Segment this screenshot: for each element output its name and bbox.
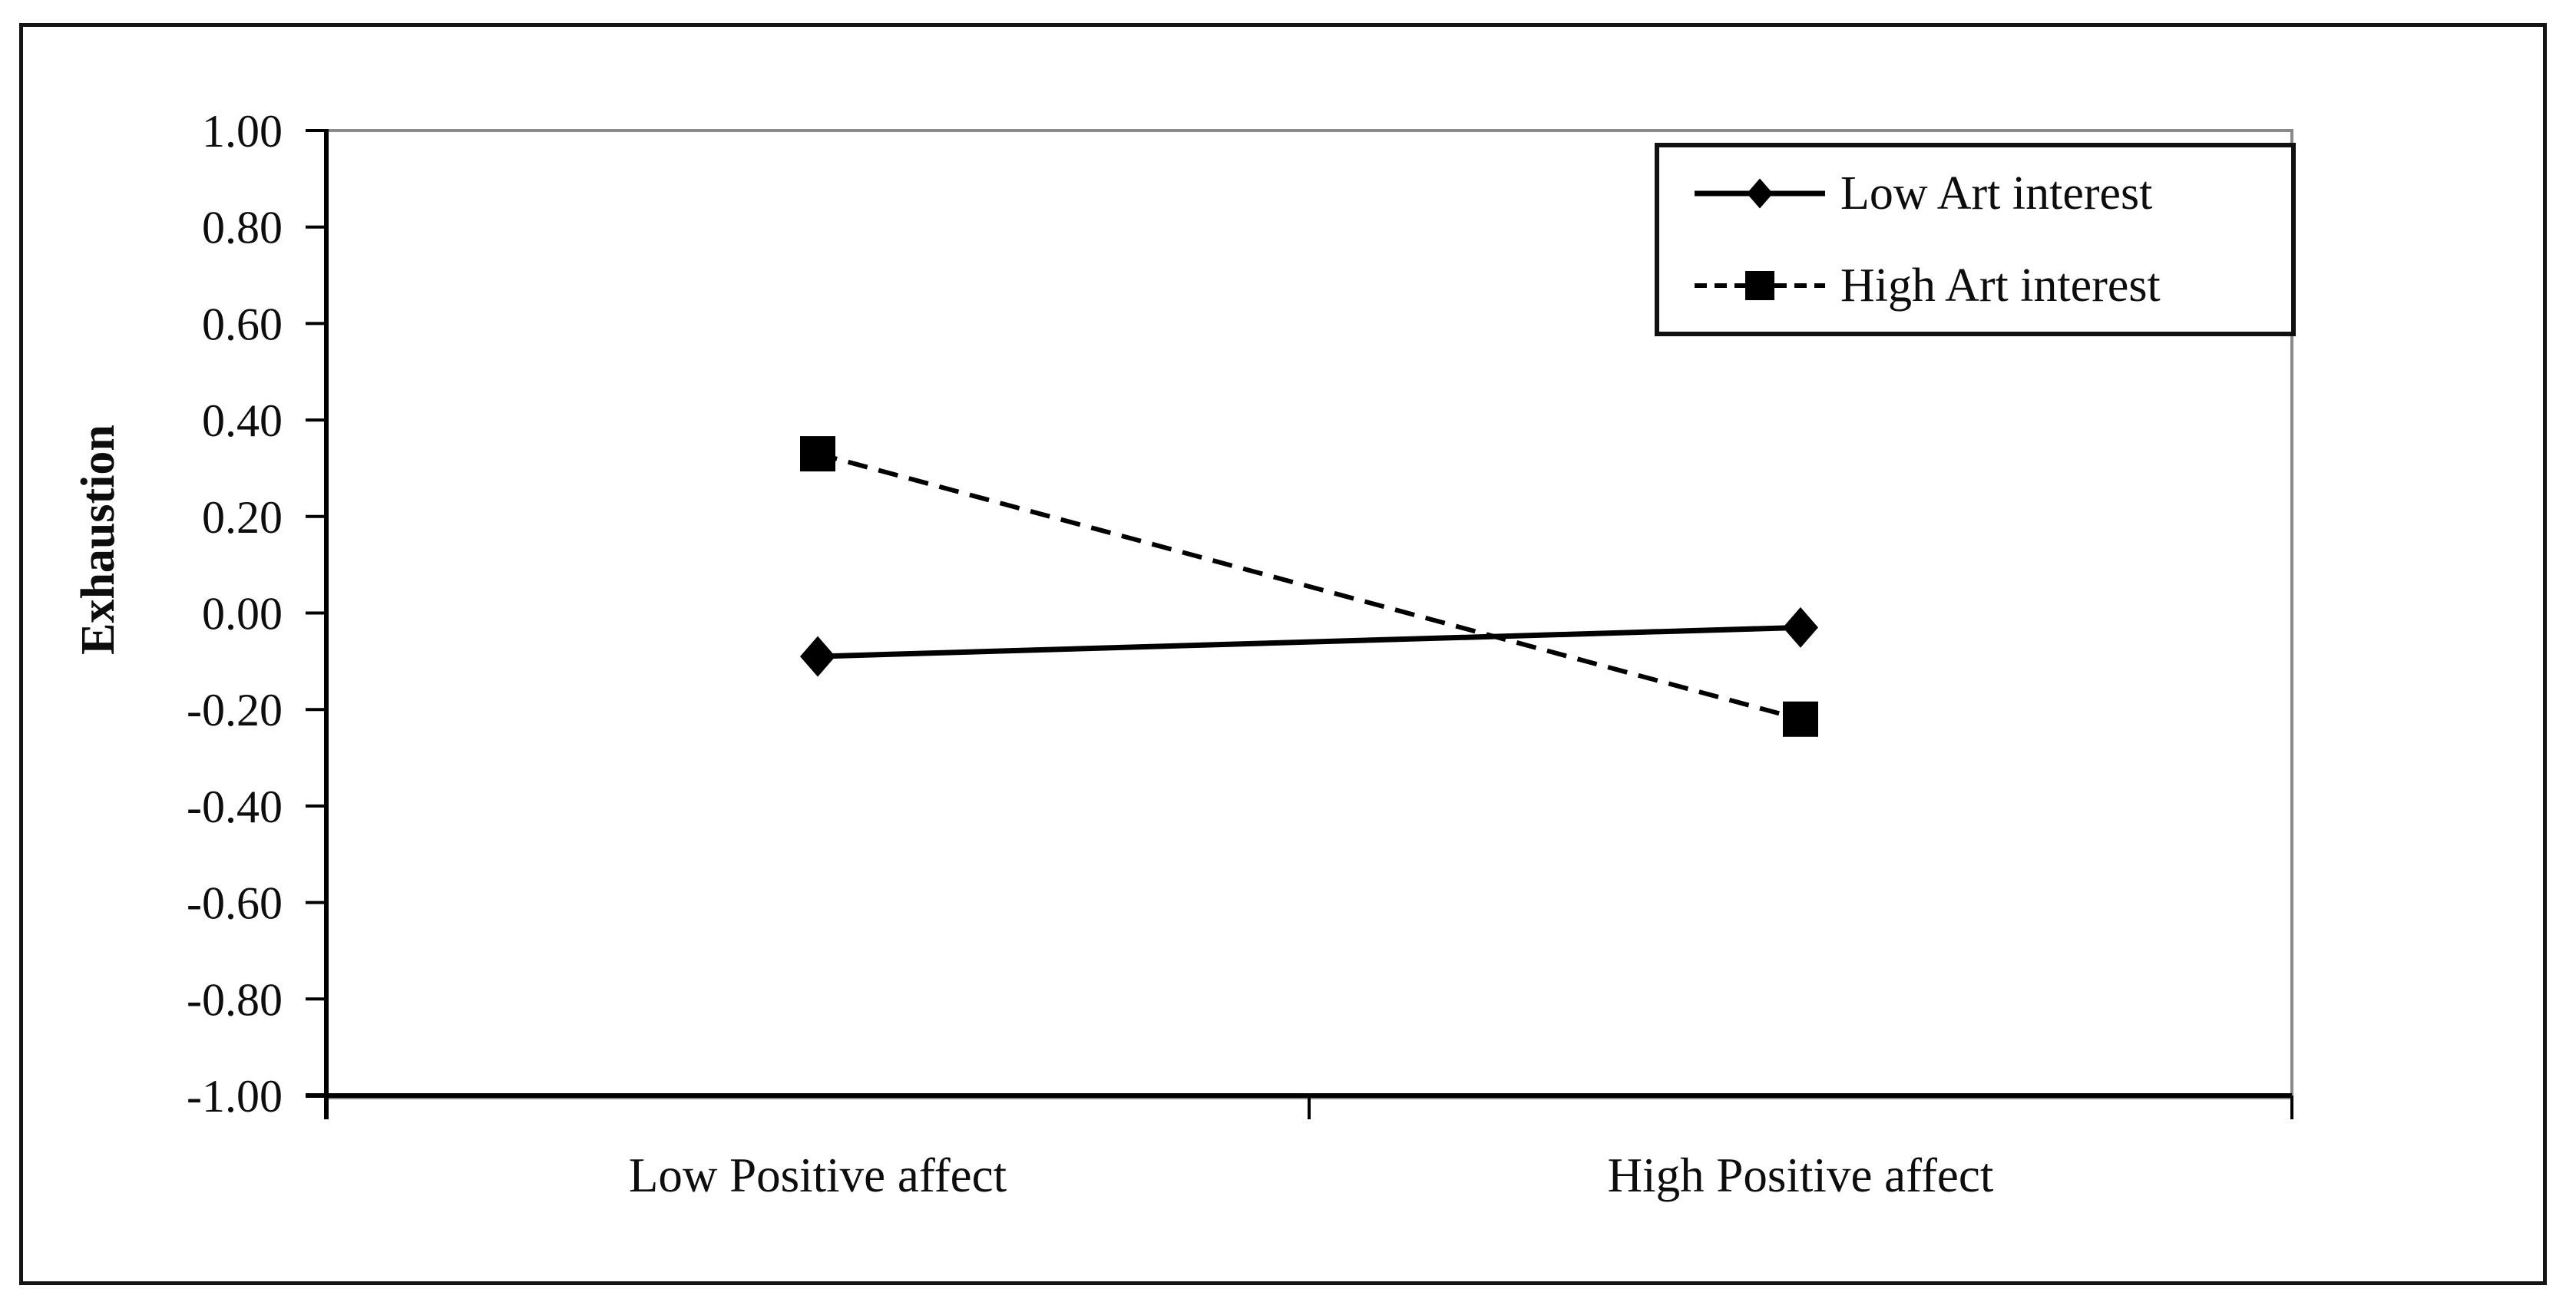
data-point-square [800,436,835,472]
data-point-square [1783,701,1818,737]
legend-sample-dashed-square-icon [1695,271,1825,300]
y-tick-label: 0.40 [202,395,283,446]
x-category-label-low: Low Positive affect [628,1148,1007,1202]
y-tick-label: -0.80 [187,974,283,1025]
legend-sample-marker [1747,178,1773,209]
y-tick-label: 0.00 [202,589,283,639]
legend: Low Art interest High Art interest [1655,143,2296,336]
y-tick-label: -0.20 [187,685,283,735]
y-tick-label: 0.60 [202,299,283,349]
y-tick-label: -1.00 [187,1071,283,1122]
series-line-0 [817,624,1801,659]
legend-item-low-art: Low Art interest [1695,163,2291,224]
data-point-diamond [800,636,835,677]
data-point-diamond [1783,606,1818,648]
legend-label-high-art: High Art interest [1840,259,2161,312]
y-tick-label: -0.60 [187,878,283,929]
y-tick-label: 0.80 [202,203,283,253]
y-tick-label: 1.00 [202,106,283,157]
y-tick-label: 0.20 [202,492,283,543]
legend-label-low-art: Low Art interest [1840,167,2153,220]
x-category-label-high: High Positive affect [1607,1148,1994,1202]
series-line-1 [817,451,1801,722]
figure-border [19,23,2547,1285]
legend-item-high-art: High Art interest [1695,255,2291,316]
y-tick-label: -0.40 [187,782,283,832]
legend-sample-marker [1745,271,1774,300]
legend-sample-line-diamond-icon [1695,178,1825,209]
y-axis-title: Exhaustion [72,425,124,655]
